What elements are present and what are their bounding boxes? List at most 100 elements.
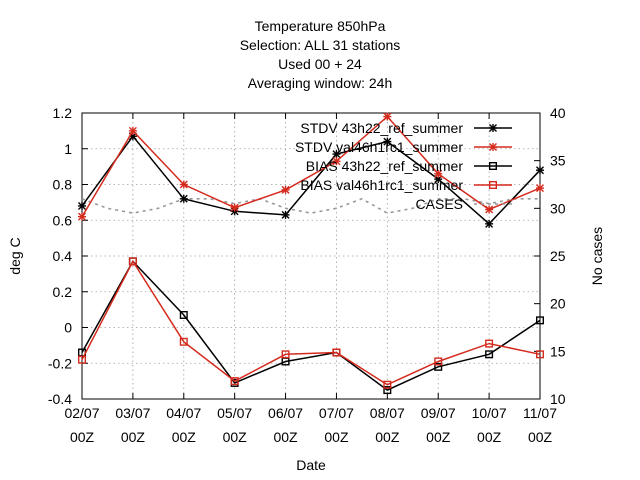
legend-entry: BIAS val46h1rc1_summer (300, 177, 512, 193)
x-tick-sublabel: 00Z (528, 429, 553, 445)
data-point (485, 339, 494, 348)
title-line-4: Averaging window: 24h (248, 75, 393, 91)
data-point (332, 348, 341, 357)
data-point (485, 350, 494, 359)
chart-title: Temperature 850hPa Selection: ALL 31 stat… (240, 18, 401, 91)
y-tick-label: 0.8 (53, 177, 73, 193)
x-tick-sublabel: 00Z (273, 429, 298, 445)
x-axis-ticks: 02/07 00Z 03/07 00Z 04/07 00Z 05/07 00Z 06/07 00Z… (64, 113, 557, 445)
legend-entry: STDV val46h1rc1_summer (295, 139, 512, 155)
y2-tick-label: 25 (550, 248, 566, 264)
series (77, 112, 545, 395)
x-tick-sublabel: 00Z (121, 429, 146, 445)
data-point (77, 355, 86, 364)
data-point (485, 205, 494, 214)
data-point (179, 180, 188, 189)
data-point (383, 386, 392, 395)
x-tick-label: 11/07 (523, 405, 557, 421)
legend-marker (489, 161, 498, 170)
legend-marker (489, 143, 497, 151)
y2-tick-label: 15 (550, 343, 566, 359)
y-tick-label: 0 (64, 320, 72, 336)
data-point (434, 169, 443, 178)
legend-label: STDV 43h22_ref_summer (300, 120, 463, 136)
data-point (485, 219, 494, 228)
legend-entry: BIAS 43h22_ref_summer (306, 158, 512, 174)
data-point (230, 377, 239, 386)
data-point (128, 126, 137, 135)
x-tick-sublabel: 00Z (172, 429, 197, 445)
y-axis-ticks: -0.4 -0.2 0 0.2 0.4 0.6 0.8 1 1.2 (48, 105, 88, 407)
series-4 (77, 257, 545, 389)
series-line (81, 259, 541, 386)
y-tick-label: 0.2 (53, 284, 73, 300)
x-tick-label: 10/07 (472, 405, 507, 421)
title-line-1: Temperature 850hPa (255, 18, 386, 34)
x-tick-sublabel: 00Z (477, 429, 502, 445)
y-tick-label: -0.2 (48, 355, 72, 371)
x-tick-label: 08/07 (370, 405, 405, 421)
series-line (81, 260, 541, 391)
data-point (179, 337, 188, 346)
data-point (383, 137, 392, 146)
legend-label: BIAS val46h1rc1_summer (300, 177, 463, 193)
y2-tick-label: 35 (550, 153, 566, 169)
legend-entry: CASES (416, 196, 512, 212)
x-tick-label: 04/07 (166, 405, 201, 421)
y2-tick-label: 10 (550, 391, 566, 407)
data-point (536, 350, 545, 359)
data-point (78, 201, 86, 210)
data-point (434, 362, 443, 371)
x-tick-label: 02/07 (64, 405, 99, 421)
legend-entry: STDV 43h22_ref_summer (300, 120, 512, 136)
legend: STDV 43h22_ref_summer STDV val46h1rc1_sum… (295, 120, 512, 212)
data-point (230, 203, 239, 212)
data-point (78, 212, 86, 221)
x-tick-label: 03/07 (115, 405, 150, 421)
series-5 (81, 197, 540, 214)
x-tick-label: 09/07 (421, 405, 456, 421)
series-3 (77, 257, 545, 395)
data-point (281, 210, 290, 219)
y2-tick-label: 30 (550, 200, 566, 216)
x-tick-sublabel: 00Z (70, 429, 95, 445)
x-tick-label: 07/07 (319, 405, 354, 421)
data-point (536, 166, 544, 175)
data-point (179, 310, 188, 319)
y-tick-label: 0.6 (53, 212, 73, 228)
y2-axis-label: No cases (589, 227, 605, 285)
data-point (281, 350, 290, 359)
x-tick-label: 05/07 (217, 405, 252, 421)
x-tick-sublabel: 00Z (324, 429, 349, 445)
y2-tick-label: 40 (550, 105, 566, 121)
data-point (332, 150, 341, 159)
data-point (383, 380, 392, 389)
legend-label: STDV val46h1rc1_summer (295, 139, 463, 155)
x-tick-sublabel: 00Z (375, 429, 400, 445)
series-line (81, 197, 540, 214)
x-tick-sublabel: 00Z (426, 429, 451, 445)
series-2 (78, 112, 544, 221)
data-point (179, 194, 188, 203)
data-point (536, 316, 545, 325)
legend-label: BIAS 43h22_ref_summer (306, 158, 464, 174)
series-line (81, 134, 541, 225)
data-point (536, 184, 544, 193)
series-line (81, 115, 541, 218)
data-point (434, 357, 443, 366)
legend-label: CASES (416, 196, 463, 212)
legend-marker (489, 124, 497, 132)
y2-axis-ticks: 10 15 20 25 30 35 40 (534, 105, 566, 407)
data-point (332, 157, 341, 166)
x-tick-sublabel: 00Z (223, 429, 248, 445)
data-point (128, 257, 137, 266)
data-point (281, 185, 290, 194)
grid (82, 113, 540, 399)
y-tick-label: 0.4 (53, 248, 73, 264)
data-point (383, 112, 392, 121)
x-axis-label: Date (296, 457, 326, 473)
x-tick-label: 06/07 (268, 405, 303, 421)
y-tick-label: -0.4 (48, 391, 72, 407)
y-axis-label: deg C (7, 237, 23, 274)
